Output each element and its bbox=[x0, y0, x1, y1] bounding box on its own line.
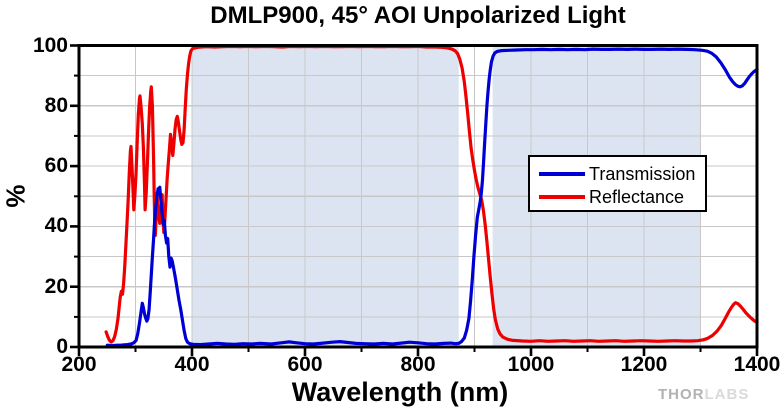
x-tick-label: 1000 bbox=[507, 353, 555, 376]
legend-item-transmission: Transmission bbox=[539, 162, 705, 185]
axis-ticks bbox=[70, 44, 759, 356]
x-axis-label: Wavelength (nm) bbox=[291, 377, 509, 407]
y-tick-label: 80 bbox=[44, 93, 68, 117]
legend-item-reflectance: Reflectance bbox=[539, 185, 705, 208]
y-tick-label: 100 bbox=[32, 33, 68, 57]
thorlabs-watermark: THORLABS bbox=[658, 386, 749, 403]
x-tick-label: 400 bbox=[174, 353, 210, 376]
x-tick-label: 1200 bbox=[620, 353, 668, 376]
y-tick-label: 0 bbox=[56, 335, 68, 358]
x-tick-label: 600 bbox=[287, 353, 323, 376]
x-tick-label: 200 bbox=[61, 353, 97, 376]
x-tick-label: 800 bbox=[400, 353, 436, 376]
transmission-line-swatch bbox=[539, 171, 585, 176]
legend-label-reflectance: Reflectance bbox=[589, 186, 685, 207]
y-axis-label: % bbox=[0, 184, 31, 208]
chart-title: DMLP900, 45° AOI Unpolarized Light bbox=[210, 2, 626, 29]
y-tick-label: 20 bbox=[44, 274, 68, 298]
y-tick-label: 40 bbox=[44, 214, 68, 238]
x-tick-label: 1400 bbox=[733, 353, 780, 376]
legend: Transmission Reflectance bbox=[528, 155, 707, 212]
thorlabs-watermark-thor: THOR bbox=[658, 386, 705, 403]
reflectance-line-swatch bbox=[539, 194, 585, 199]
transmission-curve bbox=[105, 47, 759, 348]
y-tick-label: 60 bbox=[44, 154, 68, 178]
legend-label-transmission: Transmission bbox=[589, 163, 696, 184]
thorlabs-watermark-labs: LABS bbox=[704, 386, 750, 403]
